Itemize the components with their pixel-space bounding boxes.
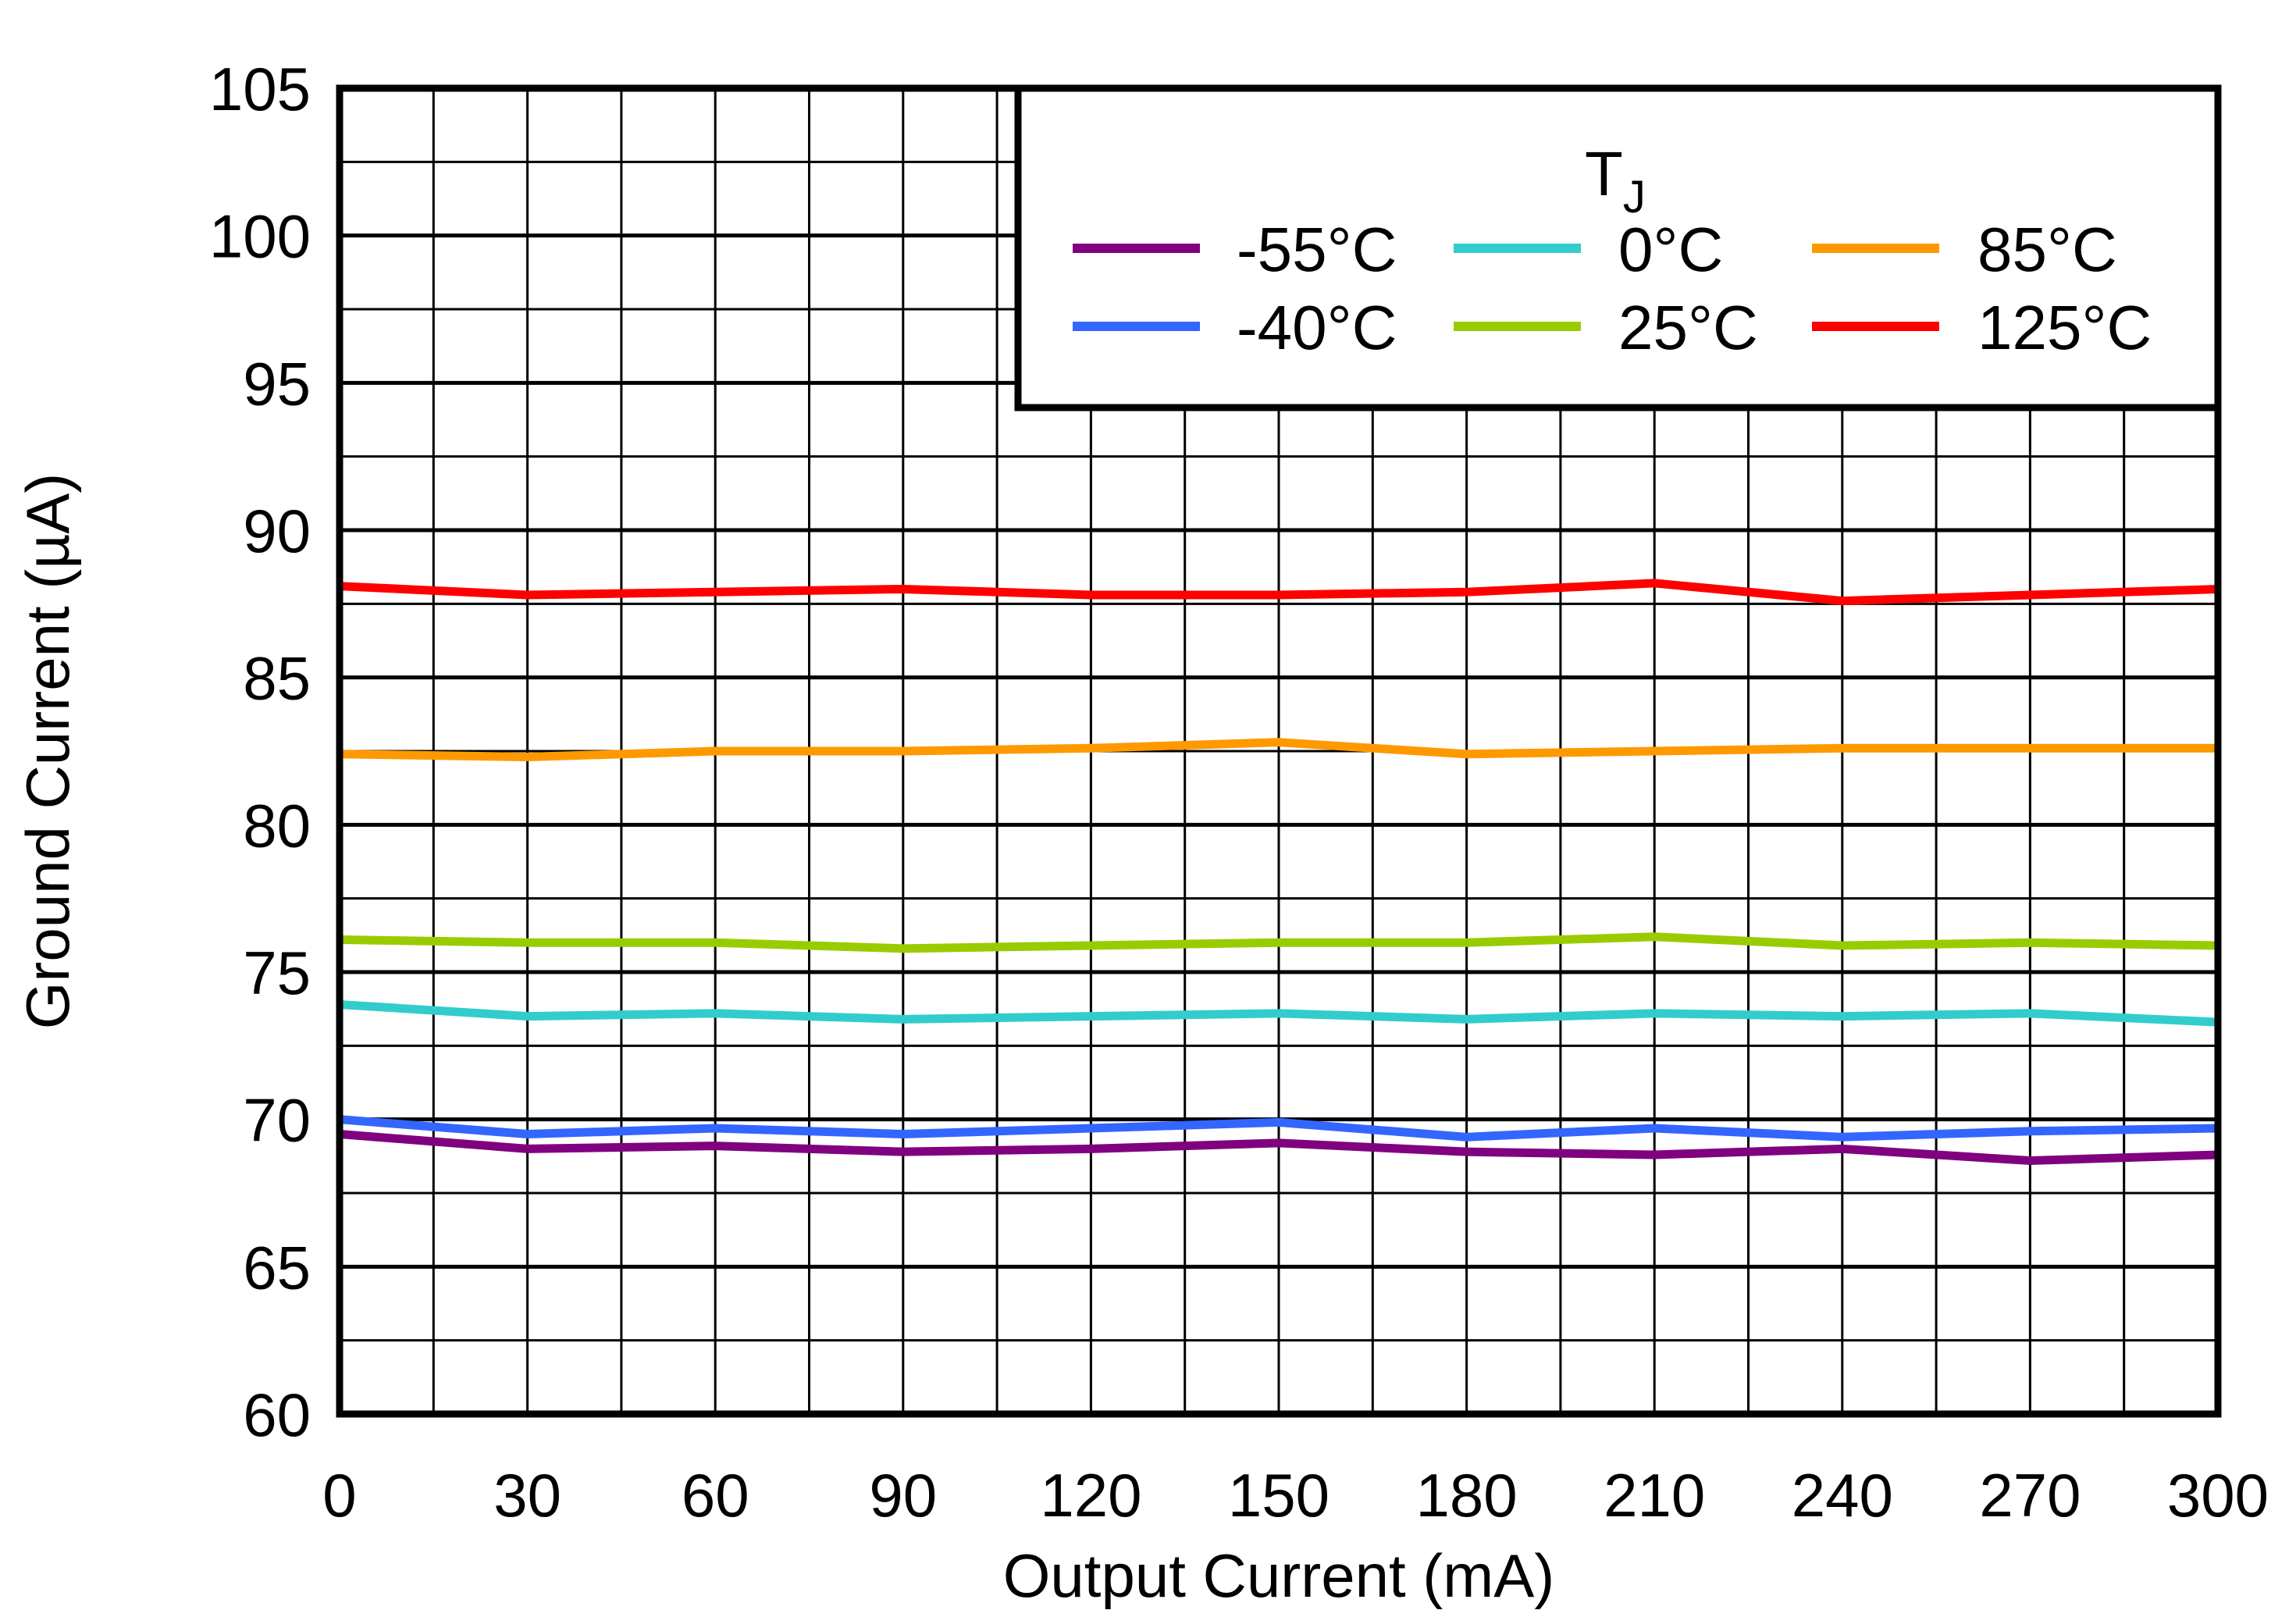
y-tick-label: 95 (243, 349, 311, 418)
y-tick-label: 70 (243, 1086, 311, 1155)
y-tick-label: 75 (243, 939, 311, 1007)
legend: TJ -55°C -40°C 0°C 25°C 85°C 125°C (1014, 84, 2222, 411)
y-tick-label: 100 (209, 202, 311, 271)
x-tick-label: 90 (869, 1461, 937, 1530)
y-tick-label: 85 (243, 644, 311, 713)
legend-label-4: 85°C (1977, 215, 2117, 284)
y-tick-label: 60 (243, 1380, 311, 1449)
x-tick-label: 30 (493, 1461, 561, 1530)
y-axis-label: Ground Current (µA) (13, 473, 82, 1030)
x-tick-label: 180 (1416, 1461, 1518, 1530)
x-tick-label: 120 (1040, 1461, 1141, 1530)
plot-frame (336, 84, 2222, 1418)
x-tick-label: 240 (1792, 1461, 1893, 1530)
x-tick-label: 60 (682, 1461, 749, 1530)
y-tick-label: 80 (243, 791, 311, 860)
series-line-1 (339, 1115, 2219, 1142)
x-tick-label: 0 (322, 1461, 356, 1530)
legend-label-0: -55°C (1237, 215, 1397, 284)
x-tick-label: 300 (2167, 1461, 2269, 1530)
series-line-0 (339, 1130, 2219, 1165)
series-lines (339, 579, 2219, 1165)
series-line-3 (339, 932, 2219, 953)
x-tick-label: 210 (1604, 1461, 1705, 1530)
series-line-4 (339, 738, 2218, 762)
legend-label-5: 125°C (1977, 293, 2152, 362)
series-line-2 (339, 1000, 2219, 1027)
legend-title: TJ (1585, 139, 1646, 223)
x-axis-label: Output Current (mA) (1003, 1541, 1555, 1610)
legend-label-1: -40°C (1237, 293, 1397, 362)
series-line-5 (339, 579, 2219, 606)
legend-label-2: 0°C (1618, 215, 1723, 284)
legend-label-3: 25°C (1618, 293, 1758, 362)
y-tick-label: 105 (209, 55, 311, 123)
x-tick-label: 150 (1228, 1461, 1330, 1530)
x-tick-label: 270 (1979, 1461, 2081, 1530)
tick-labels: 0 30 60 90 120 150 180 210 240 270 300 60 65 70 75 80 85… (209, 55, 2269, 1530)
y-tick-label: 65 (243, 1233, 311, 1302)
legend-title-subscript: J (1623, 172, 1646, 223)
y-tick-label: 90 (243, 497, 311, 565)
